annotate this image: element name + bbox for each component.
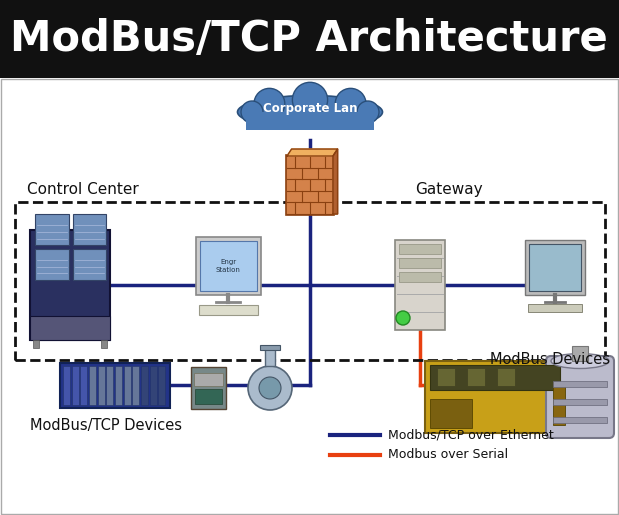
- Bar: [35, 249, 69, 280]
- Text: Gateway: Gateway: [415, 182, 483, 197]
- Bar: [89, 366, 96, 404]
- FancyBboxPatch shape: [286, 155, 334, 215]
- Ellipse shape: [238, 95, 383, 129]
- Bar: [141, 366, 148, 404]
- Bar: [150, 366, 157, 404]
- Bar: [553, 417, 607, 423]
- Bar: [194, 373, 222, 386]
- Circle shape: [357, 101, 379, 123]
- Bar: [553, 399, 607, 405]
- Circle shape: [335, 89, 366, 119]
- Bar: [430, 399, 472, 428]
- Bar: [553, 382, 565, 425]
- Bar: [528, 304, 582, 312]
- Bar: [15, 202, 605, 360]
- Circle shape: [396, 311, 410, 325]
- Bar: [72, 214, 106, 245]
- Bar: [0, 0, 619, 78]
- Bar: [194, 389, 222, 404]
- Circle shape: [241, 101, 263, 123]
- Bar: [132, 366, 139, 404]
- Bar: [72, 366, 79, 404]
- Bar: [265, 346, 275, 366]
- Bar: [80, 366, 87, 404]
- Bar: [60, 363, 170, 407]
- Bar: [529, 244, 581, 291]
- Text: ModBus/TCP Devices: ModBus/TCP Devices: [30, 418, 182, 433]
- Bar: [572, 346, 588, 361]
- Bar: [399, 244, 441, 254]
- Bar: [30, 230, 110, 340]
- Bar: [467, 368, 485, 386]
- Circle shape: [292, 82, 327, 117]
- Bar: [399, 272, 441, 282]
- Circle shape: [259, 377, 281, 399]
- Bar: [246, 112, 374, 130]
- Bar: [63, 366, 70, 404]
- Bar: [425, 361, 565, 433]
- FancyBboxPatch shape: [546, 356, 614, 438]
- Bar: [158, 366, 165, 404]
- Bar: [497, 368, 515, 386]
- Text: Modbus over Serial: Modbus over Serial: [388, 449, 508, 461]
- Ellipse shape: [551, 353, 609, 369]
- Bar: [72, 249, 106, 280]
- Bar: [260, 345, 280, 350]
- Bar: [1, 79, 618, 514]
- Bar: [395, 240, 445, 330]
- Polygon shape: [333, 149, 337, 214]
- Text: Control Center: Control Center: [27, 182, 139, 197]
- Bar: [196, 237, 261, 295]
- Bar: [101, 340, 107, 348]
- Bar: [191, 367, 225, 409]
- Circle shape: [248, 366, 292, 410]
- Circle shape: [254, 89, 285, 119]
- Text: Corporate Lan: Corporate Lan: [262, 102, 357, 115]
- Text: Engr
Station: Engr Station: [215, 259, 240, 273]
- Bar: [124, 366, 131, 404]
- Bar: [430, 365, 560, 390]
- Bar: [33, 340, 39, 348]
- Bar: [98, 366, 105, 404]
- Bar: [106, 366, 113, 404]
- Text: Modbus/TCP over Ethernet: Modbus/TCP over Ethernet: [388, 428, 554, 441]
- Bar: [399, 258, 441, 268]
- Text: ModBus/TCP Architecture: ModBus/TCP Architecture: [10, 18, 608, 60]
- Bar: [35, 214, 69, 245]
- Text: ModBus Devices: ModBus Devices: [490, 352, 610, 367]
- Bar: [437, 368, 455, 386]
- Bar: [30, 316, 110, 340]
- Bar: [553, 381, 607, 387]
- Bar: [199, 305, 258, 315]
- Bar: [199, 241, 256, 291]
- Polygon shape: [287, 149, 337, 156]
- Bar: [115, 366, 122, 404]
- Bar: [525, 240, 585, 295]
